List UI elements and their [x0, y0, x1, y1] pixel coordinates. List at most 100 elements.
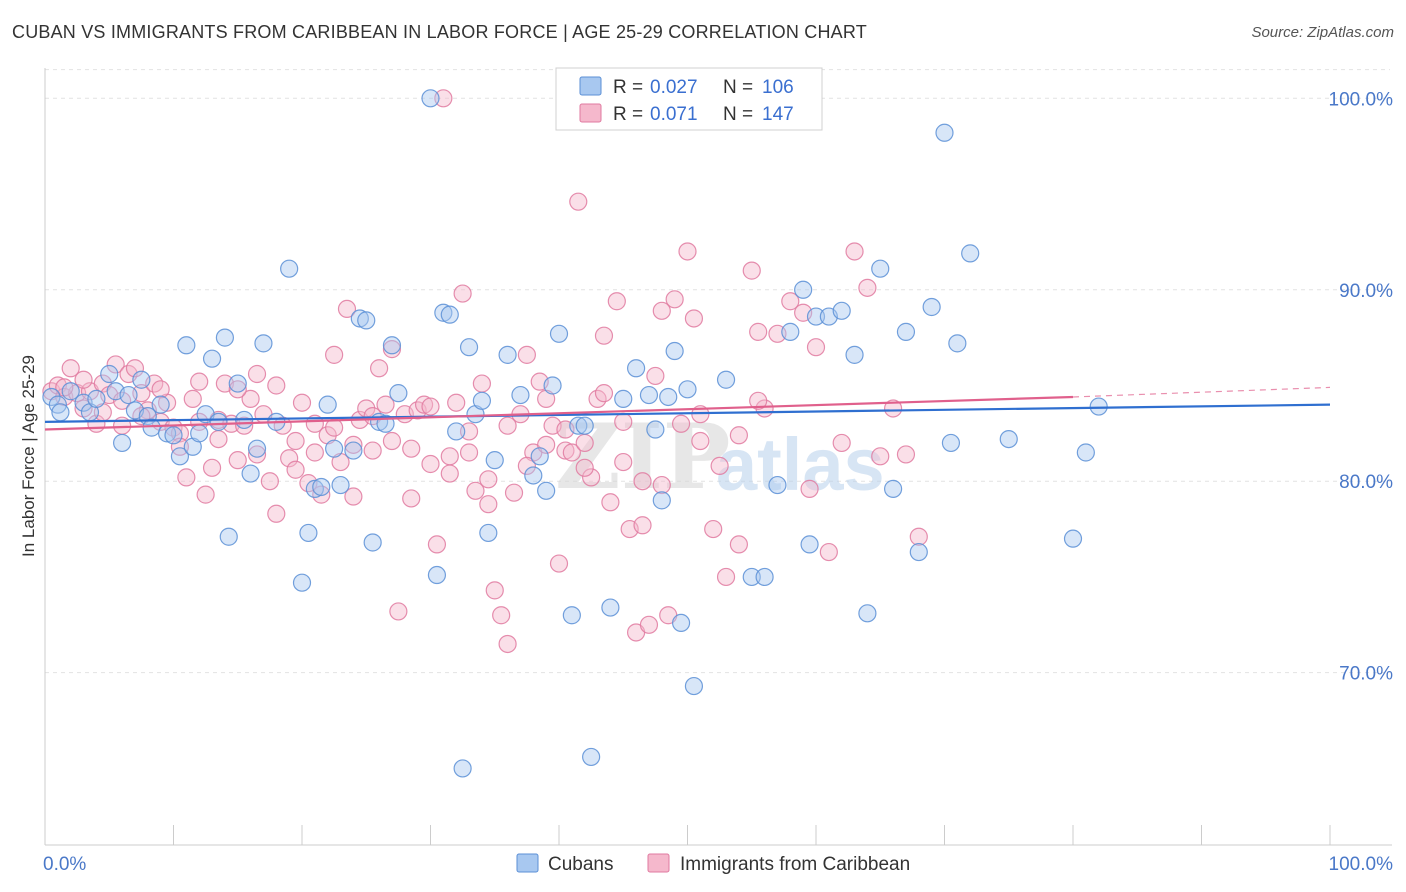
carib-point — [607, 292, 626, 311]
cubans-point — [219, 527, 238, 546]
cubans-point — [549, 324, 569, 343]
cubans-point — [132, 370, 151, 389]
bottom-legend-carib: Immigrants from Caribbean — [680, 854, 910, 875]
cubans-point — [646, 420, 665, 439]
cubans-point — [190, 424, 209, 443]
carib-point — [61, 359, 80, 378]
carib-point — [871, 447, 890, 466]
cubans-point — [215, 328, 234, 347]
cubans-point — [511, 385, 530, 405]
cubans-point — [935, 123, 954, 142]
carib-point — [504, 483, 524, 502]
cubans-point — [305, 479, 324, 498]
cubans-point — [344, 441, 363, 460]
legend-cubans-r-value: 0.027 — [650, 77, 698, 98]
cubans-point — [119, 385, 138, 405]
carib-point — [749, 322, 768, 341]
cubans-point — [479, 523, 498, 543]
cubans-point — [247, 439, 267, 458]
tick-labels: 70.0% 80.0% 90.0% 100.0% 0.0% 100.0% — [43, 89, 1393, 875]
carib-point — [421, 454, 440, 474]
carib-point — [575, 433, 594, 453]
cubans-point — [164, 426, 183, 445]
cubans-point — [61, 382, 80, 401]
trend-lines — [44, 386, 1331, 431]
legend-swatch-cubans — [579, 76, 602, 96]
carib-point — [440, 464, 459, 483]
cubans-point — [440, 305, 459, 324]
cubans-point — [543, 376, 562, 395]
carib-point — [280, 449, 299, 468]
cubans-point — [318, 395, 337, 414]
carib-point — [601, 493, 620, 512]
cubans-point — [845, 345, 864, 364]
carib-point — [575, 458, 594, 477]
cubans-point — [421, 89, 440, 108]
cubans-point — [427, 565, 447, 585]
cubans-point — [87, 389, 106, 408]
carib-point — [883, 399, 903, 418]
carib-point — [691, 431, 710, 451]
cubans-point — [292, 573, 312, 592]
legend-carib-n-value: 147 — [762, 104, 794, 125]
legend-swatch-carib — [579, 103, 602, 123]
cubans-point — [530, 447, 549, 466]
carib-point — [402, 489, 421, 508]
carib-point — [370, 359, 389, 378]
cubans-point — [601, 598, 620, 617]
cubans-point — [909, 542, 928, 562]
carib-point — [292, 393, 312, 412]
cubans-point — [671, 613, 691, 633]
carib-point — [832, 433, 851, 453]
cubans-point — [331, 475, 350, 495]
carib-point — [781, 292, 800, 311]
carib-point — [447, 393, 466, 412]
carib-point — [729, 535, 749, 554]
carib-points — [42, 89, 928, 654]
carib-point — [286, 460, 305, 479]
cubans-point — [742, 567, 761, 587]
carib-point — [704, 519, 723, 539]
cubans-point — [453, 759, 472, 778]
bottom-legend-swatch-cubans — [516, 853, 539, 873]
carib-point — [485, 581, 504, 600]
carib-point — [665, 290, 684, 309]
cubans-point — [498, 345, 517, 364]
carib-point — [325, 418, 344, 437]
cubans-point — [459, 338, 479, 357]
chart-title: CUBAN VS IMMIGRANTS FROM CARIBBEAN IN LA… — [12, 22, 867, 42]
cubans-point — [1089, 397, 1108, 416]
grid-lines — [45, 69, 1390, 674]
bottom-legend-swatch-carib — [647, 853, 670, 873]
cubans-point — [363, 533, 382, 552]
cubans-point — [948, 334, 967, 353]
cubans-point — [768, 475, 787, 495]
carib-trend-line — [44, 395, 1074, 431]
cubans-point — [209, 412, 228, 431]
cubans-point — [170, 447, 190, 466]
carib-point — [453, 284, 472, 303]
y-tick-label: 70.0% — [1339, 664, 1393, 685]
carib-point — [537, 435, 556, 454]
cubans-point — [350, 309, 369, 328]
carib-point — [247, 364, 267, 384]
cubans-point — [961, 244, 980, 263]
carib-point — [414, 395, 434, 414]
cubans-point — [51, 403, 70, 422]
carib-point — [434, 89, 453, 108]
carib-point — [819, 542, 838, 562]
carib-point — [190, 372, 209, 391]
cubans-point — [626, 359, 646, 378]
carib-point — [646, 366, 665, 386]
cubans-point — [800, 535, 819, 554]
cubans-point — [485, 451, 504, 470]
cubans-point — [382, 336, 402, 355]
carib-point — [517, 456, 536, 476]
legend-cubans-n-label: N = — [723, 77, 753, 98]
legend: R = 0.027 N = 106 R = 0.071 N = 147 — [555, 67, 823, 131]
carib-point — [800, 479, 819, 498]
cubans-point — [177, 336, 196, 355]
bottom-legend: Cubans Immigrants from Caribbean — [516, 853, 910, 875]
cubans-point — [1063, 529, 1083, 548]
carib-point — [389, 602, 408, 621]
